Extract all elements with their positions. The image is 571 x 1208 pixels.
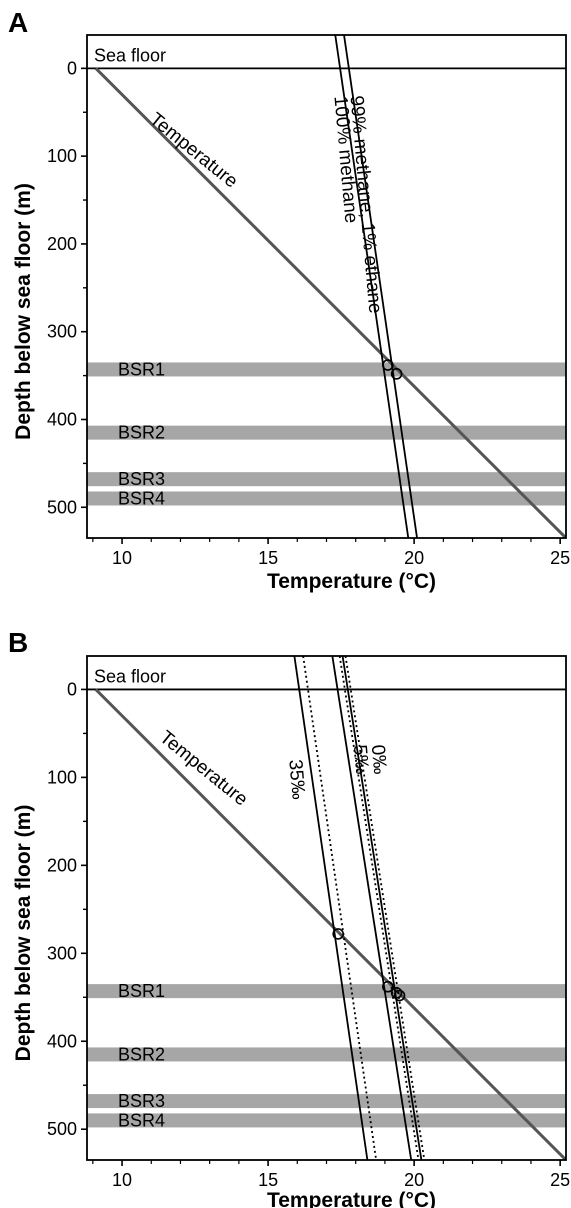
bsr-band-3: [87, 472, 566, 487]
series-label-4: 5‰: [349, 744, 372, 775]
series-line-2: [293, 656, 369, 1160]
x-tick-label-10: 10: [112, 548, 132, 568]
series-line-1: [94, 688, 566, 1160]
series-label-1: Temperature: [145, 109, 241, 192]
y-tick-label-200: 200: [47, 855, 77, 875]
x-tick-label-15: 15: [258, 1170, 278, 1190]
intersection-marker-1: [332, 928, 344, 940]
series-label-6: 0‰: [367, 744, 390, 775]
bsr-label-3: BSR3: [118, 1091, 165, 1111]
y-tick-label-300: 300: [47, 943, 77, 963]
bsr-band-4: [87, 491, 566, 506]
y-axis-title-b: Depth below sea floor (m): [12, 805, 35, 1062]
plot-frame-b: [86, 655, 567, 1161]
series-line-5: [338, 656, 420, 1160]
bsr-band-3: [87, 1094, 566, 1109]
y-tick-label-100: 100: [47, 767, 77, 787]
bsr-band-4: [87, 1113, 566, 1128]
x-tick-label-20: 20: [404, 548, 424, 568]
bsr-label-1: BSR1: [118, 359, 165, 379]
x-axis-title-b: Temperature (°C): [267, 1189, 436, 1208]
sea-floor-label: Sea floor: [94, 666, 166, 686]
x-tick-label-15: 15: [258, 548, 278, 568]
panel-letter-b: B: [8, 627, 28, 658]
bsr-label-2: BSR2: [118, 1044, 165, 1064]
y-tick-label-500: 500: [47, 1119, 77, 1139]
sea-floor-label: Sea floor: [94, 45, 166, 65]
y-tick-label-100: 100: [47, 146, 77, 166]
y-axis-title-a: Depth below sea floor (m): [12, 183, 35, 440]
y-tick-label-300: 300: [47, 322, 77, 342]
x-tick-label-20: 20: [404, 1170, 424, 1190]
bsr-label-2: BSR2: [118, 423, 165, 443]
bsr-band-1: [87, 984, 566, 999]
bsr-band-2: [87, 425, 566, 440]
x-tick-label-25: 25: [550, 1170, 570, 1190]
intersection-marker-1: [382, 359, 394, 371]
plot-area-b: [87, 656, 566, 1160]
bsr-label-4: BSR4: [118, 488, 165, 508]
y-tick-label-500: 500: [47, 497, 77, 517]
y-tick-label-400: 400: [47, 409, 77, 429]
series-line-3: [343, 35, 418, 538]
series-line-2: [334, 35, 410, 538]
bsr-label-4: BSR4: [118, 1110, 165, 1130]
y-tick-label-200: 200: [47, 234, 77, 254]
intersection-marker-3: [390, 987, 403, 999]
series-line-4: [331, 656, 413, 1160]
intersection-marker-4: [393, 989, 406, 1002]
panel-letter-a: A: [8, 7, 28, 38]
y-tick-label-0: 0: [67, 58, 77, 78]
bsr-label-1: BSR1: [118, 981, 165, 1001]
x-axis-title-a: Temperature (°C): [267, 570, 436, 593]
bsr-band-1: [87, 362, 566, 377]
series-line-7: [344, 656, 426, 1160]
x-tick-label-25: 25: [550, 548, 570, 568]
bsr-band-2: [87, 1047, 566, 1062]
intersection-marker-2: [382, 980, 394, 993]
plot-area-a: [87, 35, 566, 538]
series-label-2: 35‰: [284, 759, 308, 801]
series-line-1: [94, 67, 566, 538]
intersection-marker-2: [390, 368, 403, 380]
y-tick-label-0: 0: [67, 679, 77, 699]
series-line-6: [341, 656, 423, 1160]
bsr-label-3: BSR3: [118, 469, 165, 489]
y-tick-label-400: 400: [47, 1031, 77, 1051]
x-tick-label-10: 10: [112, 1170, 132, 1190]
